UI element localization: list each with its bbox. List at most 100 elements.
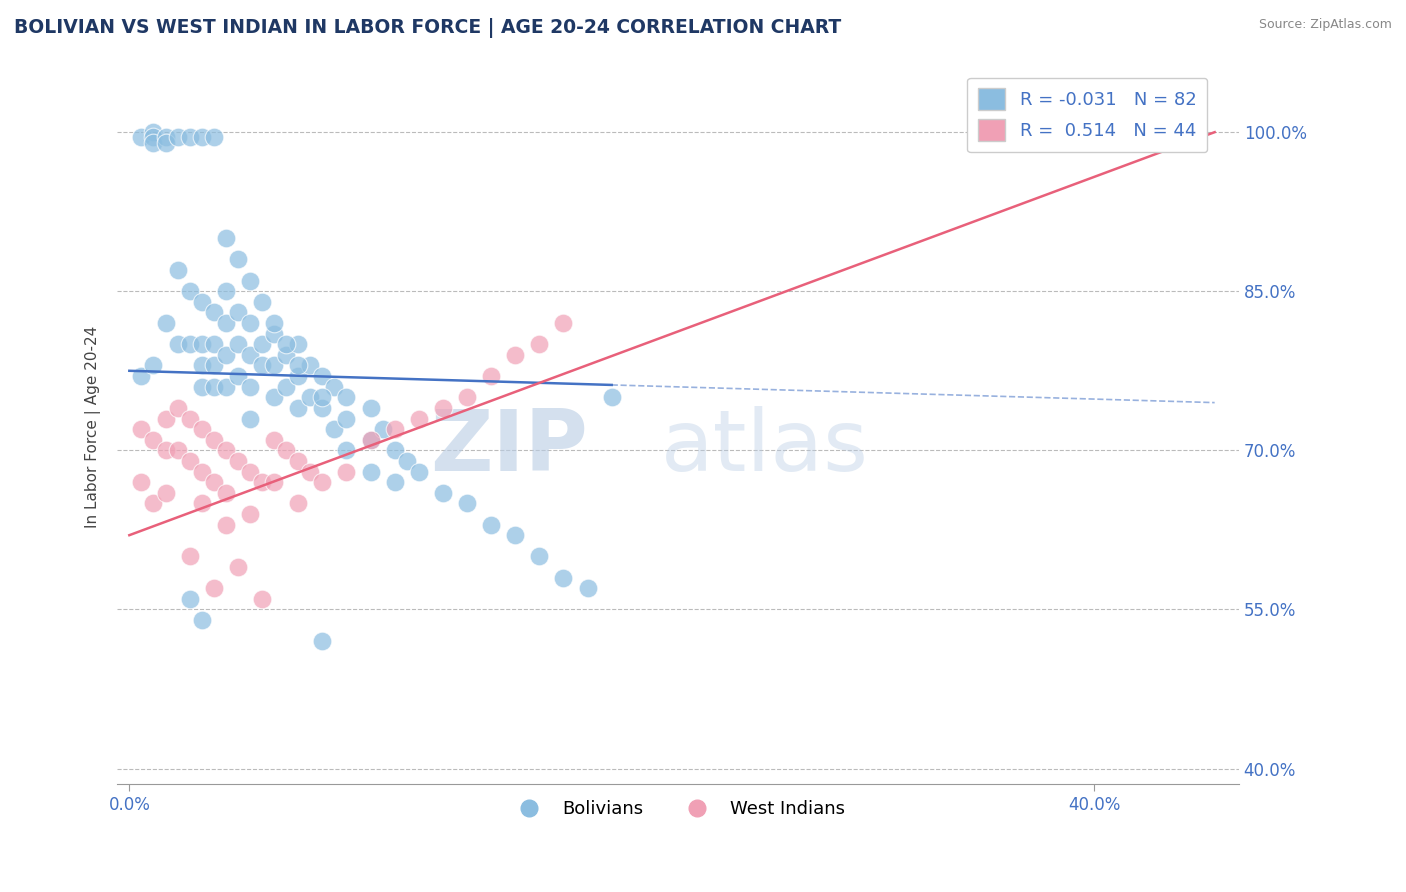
Point [215,443,238,458]
Point [311,369,333,384]
Point [360,465,382,479]
Point [215,348,238,362]
Point [190,359,212,373]
Point [142,433,165,447]
Point [166,130,188,145]
Point [179,591,201,606]
Point [360,401,382,415]
Point [179,454,201,468]
Point [311,401,333,415]
Point [179,285,201,299]
Text: ZIP: ZIP [430,407,588,490]
Point [202,305,225,319]
Point [274,348,297,362]
Point [371,422,394,436]
Point [311,475,333,490]
Point [179,549,201,564]
Point [456,390,478,404]
Point [202,581,225,595]
Point [287,369,309,384]
Point [239,380,262,394]
Point [239,411,262,425]
Y-axis label: In Labor Force | Age 20-24: In Labor Force | Age 20-24 [86,326,101,527]
Point [155,443,177,458]
Point [166,337,188,351]
Point [250,475,273,490]
Point [226,305,249,319]
Point [226,252,249,267]
Point [142,359,165,373]
Point [503,348,526,362]
Point [408,465,430,479]
Point [142,130,165,145]
Point [215,380,238,394]
Point [335,411,357,425]
Point [226,454,249,468]
Point [202,433,225,447]
Point [226,337,249,351]
Point [600,390,623,404]
Point [142,496,165,510]
Point [226,369,249,384]
Point [263,316,285,330]
Point [215,285,238,299]
Point [335,465,357,479]
Point [190,496,212,510]
Point [360,433,382,447]
Point [155,316,177,330]
Point [311,390,333,404]
Point [131,369,153,384]
Point [287,454,309,468]
Point [202,337,225,351]
Point [408,411,430,425]
Point [287,359,309,373]
Point [226,560,249,574]
Point [166,443,188,458]
Point [479,517,502,532]
Point [166,401,188,415]
Point [155,130,177,145]
Point [250,337,273,351]
Point [142,125,165,139]
Point [529,337,551,351]
Point [263,326,285,341]
Point [239,348,262,362]
Legend: Bolivians, West Indians: Bolivians, West Indians [505,793,852,825]
Point [576,581,599,595]
Point [215,231,238,245]
Point [250,359,273,373]
Point [432,401,454,415]
Point [155,136,177,150]
Text: atlas: atlas [661,407,869,490]
Point [384,443,406,458]
Point [456,496,478,510]
Point [202,475,225,490]
Point [215,485,238,500]
Point [287,337,309,351]
Point [202,359,225,373]
Point [190,465,212,479]
Point [202,380,225,394]
Point [553,571,575,585]
Point [479,369,502,384]
Point [131,422,153,436]
Point [287,496,309,510]
Point [190,422,212,436]
Text: Source: ZipAtlas.com: Source: ZipAtlas.com [1258,18,1392,31]
Point [250,294,273,309]
Point [299,359,322,373]
Point [142,136,165,150]
Point [335,390,357,404]
Point [202,130,225,145]
Point [263,390,285,404]
Point [263,359,285,373]
Point [384,475,406,490]
Point [311,634,333,648]
Point [299,465,322,479]
Point [274,443,297,458]
Point [215,517,238,532]
Point [384,422,406,436]
Point [323,422,346,436]
Point [287,401,309,415]
Point [395,454,418,468]
